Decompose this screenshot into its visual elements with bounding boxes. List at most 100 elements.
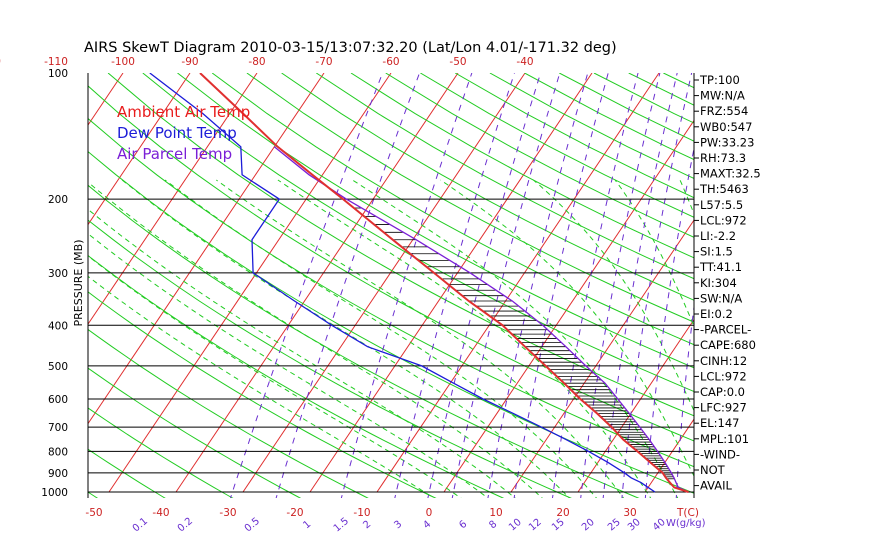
pressure-tick-label: 600 <box>48 394 68 406</box>
moist-adiabat-line <box>533 179 694 412</box>
bottom-temp-tick-label: -40 <box>152 507 169 519</box>
index-label: LCL:972 <box>700 213 747 227</box>
legend-entry: Air Parcel Temp <box>117 145 232 163</box>
isotherm-line <box>443 119 694 493</box>
mixing-ratio-lines <box>230 54 795 501</box>
legend-entry: Dew Point Temp <box>117 124 237 142</box>
mixing-ratio-line <box>513 73 609 498</box>
pressure-tick-label: 400 <box>48 320 68 332</box>
dry-adiabat-line <box>88 254 505 498</box>
bottom-temp-tick-label: -50 <box>85 507 102 519</box>
isobar-lines <box>87 73 695 498</box>
mixing-ratio-tick-label: 1 <box>301 519 313 532</box>
index-label: PW:33.23 <box>700 135 754 149</box>
dry-adiabat-line <box>88 448 166 498</box>
mixing-ratio-unit-label: W(g/kg) <box>666 518 706 529</box>
parcel-temp-line <box>273 146 689 493</box>
mixing-ratio-line <box>675 303 694 498</box>
moist-adiabat-line <box>88 275 435 498</box>
moist-adiabat-line <box>88 233 489 498</box>
ambient-temp-line <box>199 73 689 493</box>
top-temp-tick-label: -110 <box>44 56 68 68</box>
mixing-ratio-line <box>621 73 693 498</box>
x-unit-label: T(C) <box>676 507 699 519</box>
moist-adiabat-line <box>216 179 625 498</box>
mixing-ratio-line <box>644 145 694 498</box>
top-temp-tick-label: -50 <box>449 56 466 68</box>
dew-point-line <box>149 73 656 493</box>
axis-labels: 1002003004005006007008009001000PRESSURE … <box>0 56 706 534</box>
index-label: TT:41.1 <box>699 260 742 274</box>
index-label: -WIND- <box>700 447 740 461</box>
bottom-temp-tick-label: -20 <box>286 507 303 519</box>
dry-adiabat-line <box>211 73 694 346</box>
top-temp-tick-label: -120 <box>0 56 1 68</box>
isotherm-line <box>108 73 392 493</box>
mixing-ratio-line <box>754 54 795 501</box>
dry-adiabat-line <box>420 73 694 218</box>
moist-adiabat-line <box>614 179 694 328</box>
pressure-tick-label: 500 <box>48 361 68 373</box>
bottom-temp-tick-label: 20 <box>556 507 569 519</box>
mixing-ratio-line <box>487 73 589 498</box>
pressure-tick-label: 300 <box>48 268 68 280</box>
index-label: CINH:12 <box>700 354 747 368</box>
moist-adiabat-line <box>88 208 516 498</box>
index-label: MW:N/A <box>700 89 745 103</box>
dry-adiabat-line <box>316 73 694 280</box>
index-label: SW:N/A <box>700 291 742 305</box>
moist-adiabat-line <box>121 179 570 498</box>
dry-adiabat-line <box>246 73 694 323</box>
mixing-ratio-line <box>552 73 639 498</box>
index-label: TP:100 <box>699 73 740 87</box>
isotherm-line <box>644 418 694 493</box>
index-label: EI:0.2 <box>700 307 733 321</box>
index-label: MPL:101 <box>700 432 749 446</box>
mixing-ratio-tick-label: 20 <box>580 517 597 534</box>
bottom-temp-tick-label: 10 <box>489 507 502 519</box>
index-label: KI:304 <box>700 276 737 290</box>
bottom-temp-tick-label: -30 <box>219 507 236 519</box>
mixing-ratio-tick-label: 3 <box>392 519 404 532</box>
legend-entry: Ambient Air Temp <box>117 103 250 121</box>
dry-adiabat-line <box>88 85 694 442</box>
index-label: RH:73.3 <box>700 151 746 165</box>
index-label: EL:147 <box>700 416 740 430</box>
dry-adiabat-line <box>350 73 694 259</box>
moist-adiabat-line <box>88 181 543 498</box>
index-label: NOT <box>700 463 726 477</box>
mixing-ratio-tick-label: 0.2 <box>176 516 195 535</box>
isotherm-line <box>88 73 258 325</box>
mixing-ratio-line <box>602 73 678 498</box>
mixing-ratio-tick-label: 4 <box>421 519 433 532</box>
profile-series <box>149 73 689 493</box>
pressure-tick-label: 1000 <box>41 487 68 499</box>
mixing-ratio-tick-label: 10 <box>507 517 524 534</box>
index-label: -PARCEL- <box>700 323 751 337</box>
mixing-ratio-line <box>340 73 473 498</box>
dry-adiabat-line <box>0 73 34 501</box>
dry-adiabat-line <box>177 73 694 369</box>
index-label: SI:1.5 <box>700 245 733 259</box>
top-temp-tick-label: -40 <box>516 56 533 68</box>
moist-adiabat-line <box>440 179 694 478</box>
isotherm-line <box>376 73 660 493</box>
index-label: FRZ:554 <box>700 104 748 118</box>
isotherm-line <box>309 73 593 493</box>
legend: Ambient Air Temp Dew Point Temp Air Parcel… <box>117 103 250 163</box>
mixing-ratio-tick-label: 0.5 <box>243 516 262 535</box>
bottom-temp-tick-label: 0 <box>426 507 433 519</box>
chart-title: AIRS SkewT Diagram 2010-03-15/13:07:32.2… <box>84 40 617 56</box>
index-label: LCL:972 <box>700 369 747 383</box>
dry-adiabat-line <box>88 291 437 498</box>
mixing-ratio-line <box>451 73 561 498</box>
mixing-ratio-tick-label: 0.1 <box>131 516 150 535</box>
isotherm-line <box>88 73 325 425</box>
top-temp-tick-label: -60 <box>382 56 399 68</box>
isotherm-line <box>510 219 694 493</box>
moist-adiabat-lines <box>88 179 694 498</box>
dry-adiabat-line <box>768 73 870 501</box>
pressure-tick-label: 700 <box>48 422 68 434</box>
